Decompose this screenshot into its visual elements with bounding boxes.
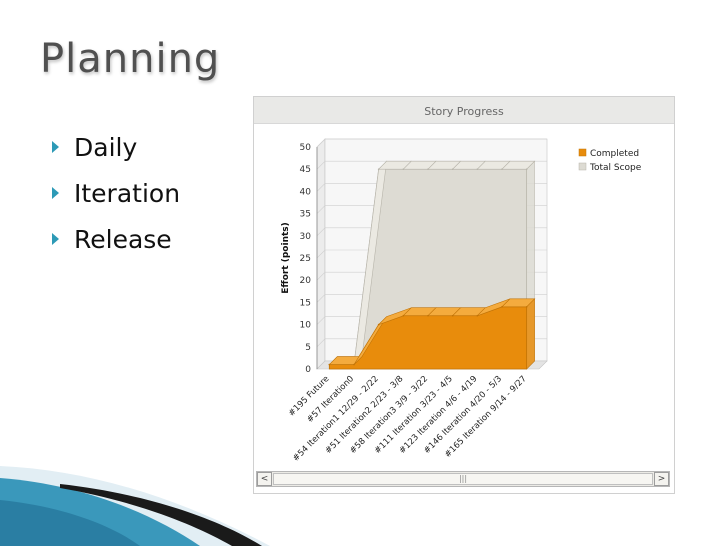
y-tick-label: 25 [300, 254, 311, 264]
slide-title: Planning [40, 36, 221, 82]
y-tick-label: 50 [300, 143, 312, 153]
y-tick-label: 10 [300, 321, 312, 331]
y-tick-label: 15 [300, 298, 311, 308]
data-point [476, 314, 479, 317]
data-point [402, 314, 405, 317]
data-point [377, 168, 380, 170]
y-tick-label: 45 [300, 165, 311, 175]
scroll-thumb[interactable]: ||| [273, 473, 653, 485]
area-side-face [526, 298, 535, 370]
y-tick-label: 5 [305, 343, 311, 353]
legend-swatch [578, 162, 587, 171]
data-point [451, 168, 454, 170]
wave-band-dark [60, 484, 262, 546]
legend-label: Total Scope [589, 163, 642, 173]
y-tick-label: 30 [300, 232, 312, 242]
data-point [328, 363, 331, 366]
data-point [501, 306, 503, 308]
bullet-list: Daily Iteration Release [52, 124, 180, 262]
data-point [525, 168, 528, 170]
y-tick-label: 0 [305, 365, 311, 375]
gridline [316, 138, 547, 148]
y-tick-label: 20 [300, 276, 312, 286]
legend-swatch [578, 148, 587, 157]
bullet-text: Release [74, 224, 172, 254]
bullet-item-release: Release [52, 216, 180, 262]
bullet-text: Iteration [74, 178, 181, 208]
y-axis-title: Effort (points) [281, 222, 291, 294]
bullet-arrow-icon [52, 233, 59, 245]
data-point [402, 168, 405, 170]
chevron-right-icon: > [657, 474, 666, 484]
data-point [377, 323, 380, 326]
data-point [451, 314, 454, 317]
data-point [353, 363, 355, 366]
legend-label: Completed [590, 149, 639, 159]
bullet-item-iteration: Iteration [52, 170, 180, 216]
bullet-text: Daily [74, 132, 138, 162]
wave-band-mid [0, 500, 140, 546]
horizontal-scrollbar[interactable]: < ||| > [256, 471, 670, 487]
chart-panel: Story Progress 0 5 10 15 20 25 30 35 40 45 50 Effor… [253, 96, 675, 494]
y-tick-label: 40 [300, 187, 312, 197]
bullet-arrow-icon [52, 141, 59, 153]
data-point [427, 168, 429, 170]
scroll-left-button[interactable]: < [257, 472, 272, 486]
grip-icon: ||| [458, 474, 468, 483]
data-point [427, 314, 429, 317]
y-tick-label: 35 [300, 210, 311, 220]
data-point [476, 168, 479, 170]
chart-title: Story Progress [424, 105, 504, 118]
bullet-arrow-icon [52, 187, 59, 199]
scroll-right-button[interactable]: > [654, 472, 669, 486]
data-point [501, 168, 503, 170]
chart-header: Story Progress [254, 97, 674, 124]
data-point [525, 306, 528, 308]
bullet-item-daily: Daily [52, 124, 180, 170]
chevron-left-icon: < [260, 474, 269, 484]
